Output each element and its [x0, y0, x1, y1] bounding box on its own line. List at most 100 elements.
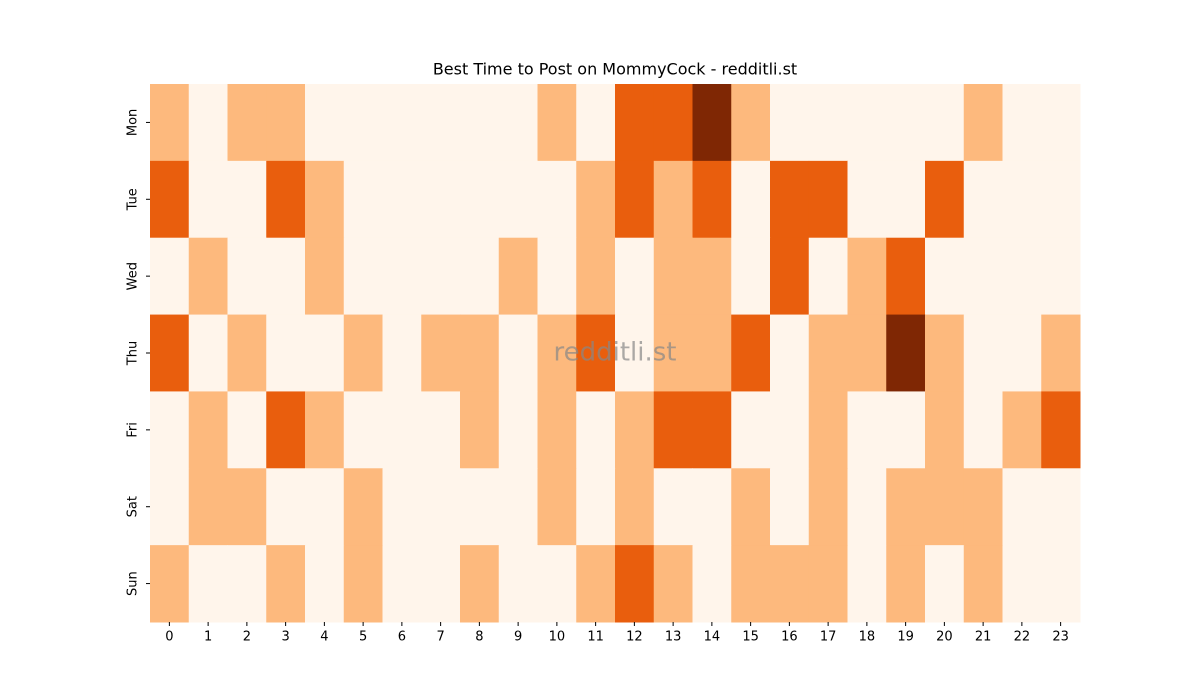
- cell: [498, 84, 538, 162]
- x-tick-label: 19: [897, 630, 914, 645]
- cell: [770, 391, 810, 469]
- cell: [1002, 391, 1042, 469]
- cell: [266, 391, 306, 469]
- cell: [188, 84, 228, 162]
- cell: [770, 84, 810, 162]
- cell: [1002, 468, 1042, 546]
- cell: [1041, 84, 1081, 162]
- cell: [266, 84, 306, 162]
- x-tick-label: 12: [626, 630, 643, 645]
- cell: [963, 545, 1003, 623]
- cell: [653, 84, 693, 162]
- cell: [150, 84, 190, 162]
- cell: [731, 314, 771, 392]
- cell: [808, 160, 848, 239]
- x-tick-label: 9: [514, 630, 522, 645]
- cell: [382, 545, 422, 623]
- x-tick-label: 20: [936, 630, 953, 645]
- cell: [886, 545, 926, 623]
- cell: [731, 545, 771, 623]
- cell: [460, 468, 500, 546]
- cell: [808, 468, 848, 546]
- cell: [537, 391, 577, 469]
- cell: [343, 391, 383, 469]
- cell: [692, 237, 732, 316]
- cell: [925, 314, 965, 392]
- cell: [266, 314, 306, 392]
- cell: [808, 237, 848, 316]
- cell: [692, 160, 732, 239]
- cell: [537, 314, 577, 392]
- cell: [847, 314, 887, 392]
- cell: [343, 468, 383, 546]
- cell: [925, 84, 965, 162]
- cell: [1002, 160, 1042, 239]
- cell: [653, 391, 693, 469]
- cell: [808, 84, 848, 162]
- cell: [576, 160, 616, 239]
- cell: [150, 314, 190, 392]
- chart-title: Best Time to Post on MommyCock - redditl…: [433, 60, 797, 79]
- cell: [460, 314, 500, 392]
- cell: [305, 84, 345, 162]
- cell: [576, 314, 616, 392]
- cell: [692, 468, 732, 546]
- cell: [808, 314, 848, 392]
- cell: [460, 237, 500, 316]
- cell: [808, 545, 848, 623]
- cell: [305, 468, 345, 546]
- x-tick-label: 10: [549, 630, 566, 645]
- cell: [421, 314, 461, 392]
- cell: [576, 468, 616, 546]
- cell: [615, 468, 655, 546]
- cell: [150, 237, 190, 316]
- cell: [886, 391, 926, 469]
- cell: [227, 391, 267, 469]
- cell: [731, 84, 771, 162]
- cell: [576, 84, 616, 162]
- cell: [266, 237, 306, 316]
- cell: [266, 545, 306, 623]
- x-tick-label: 3: [281, 630, 289, 645]
- cell: [382, 391, 422, 469]
- cell: [150, 468, 190, 546]
- cell: [847, 237, 887, 316]
- cell: [1041, 160, 1081, 239]
- cell: [188, 545, 228, 623]
- x-tick-label: 4: [320, 630, 328, 645]
- cell: [266, 468, 306, 546]
- x-tick-label: 21: [975, 630, 992, 645]
- cell: [770, 314, 810, 392]
- x-tick-label: 15: [742, 630, 759, 645]
- x-tick-label: 5: [359, 630, 367, 645]
- cell: [343, 237, 383, 316]
- cell: [925, 237, 965, 316]
- cell: [498, 545, 538, 623]
- cell: [1041, 545, 1081, 623]
- cell: [537, 237, 577, 316]
- x-tick-label: 23: [1052, 630, 1069, 645]
- cell: [653, 314, 693, 392]
- cell: [227, 468, 267, 546]
- cell: [1002, 84, 1042, 162]
- cell: [460, 84, 500, 162]
- cell: [770, 545, 810, 623]
- cell: [770, 237, 810, 316]
- cell: [343, 545, 383, 623]
- cell: [615, 314, 655, 392]
- cell: [498, 314, 538, 392]
- cell: [615, 160, 655, 239]
- x-tick-label: 11: [587, 630, 604, 645]
- x-tick-label: 7: [436, 630, 444, 645]
- cell: [343, 84, 383, 162]
- cell: [1002, 314, 1042, 392]
- y-tick-label: Sat: [126, 496, 141, 517]
- x-tick-label: 1: [204, 630, 212, 645]
- cell: [188, 391, 228, 469]
- cell: [227, 84, 267, 162]
- cell: [188, 237, 228, 316]
- cell: [925, 545, 965, 623]
- cell: [615, 84, 655, 162]
- cell: [382, 237, 422, 316]
- cell: [963, 391, 1003, 469]
